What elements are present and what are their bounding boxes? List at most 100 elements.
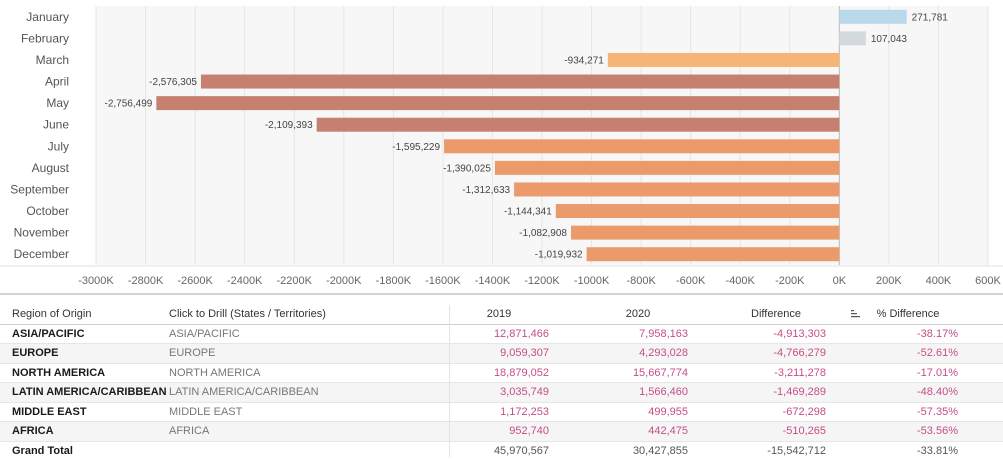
header-difference[interactable]: Difference [726, 305, 826, 324]
bar[interactable] [201, 75, 839, 89]
region-table: Region of Origin Click to Drill (States … [0, 305, 1003, 460]
bar[interactable] [495, 161, 839, 175]
y-category-label: May [46, 96, 69, 110]
total-label: Grand Total [12, 442, 73, 460]
bar[interactable] [587, 247, 840, 261]
row-2019: 12,871,466 [449, 325, 549, 344]
y-category-label: August [32, 161, 70, 175]
row-pct-difference: -38.17% [858, 325, 958, 344]
y-category-label: February [21, 31, 69, 45]
bar[interactable] [608, 53, 839, 67]
table-row[interactable]: NORTH AMERICA NORTH AMERICA 18,879,052 15,6… [0, 364, 1003, 384]
header-2019[interactable]: 2019 [449, 305, 549, 324]
y-category-label: November [14, 226, 69, 240]
y-category-label: April [45, 75, 69, 89]
row-region: EUROPE [12, 344, 58, 363]
row-2019: 1,172,253 [449, 403, 549, 422]
row-drill-link[interactable]: AFRICA [169, 422, 209, 441]
x-tick-label: 200K [876, 275, 902, 287]
bar[interactable] [317, 118, 840, 132]
bar-data-label: -1,144,341 [504, 207, 552, 218]
x-tick-label: -1800K [376, 275, 412, 287]
y-category-label: March [36, 53, 69, 67]
x-tick-label: -3000K [78, 275, 114, 287]
header-drill[interactable]: Click to Drill (States / Territories) [169, 305, 326, 324]
row-pct-difference: -53.56% [858, 422, 958, 441]
x-tick-label: 400K [926, 275, 952, 287]
header-2020[interactable]: 2020 [588, 305, 688, 324]
bar-data-label: -934,271 [564, 55, 604, 66]
y-category-label: June [43, 118, 69, 132]
row-difference: -4,766,279 [726, 344, 826, 363]
total-2020: 30,427,855 [588, 442, 688, 460]
chart-svg: -3000K -2800K -2600K -2400K -2200K -2000K -180… [0, 0, 1003, 292]
column-divider [449, 305, 450, 457]
row-2020: 15,667,774 [588, 364, 688, 383]
row-drill-link[interactable]: MIDDLE EAST [169, 403, 242, 422]
row-2019: 9,059,307 [449, 344, 549, 363]
row-2019: 18,879,052 [449, 364, 549, 383]
table-header-row: Region of Origin Click to Drill (States … [0, 305, 1003, 325]
bar-data-label: -2,109,393 [265, 120, 313, 131]
total-difference: -15,542,712 [726, 442, 826, 460]
table-row[interactable]: AFRICA AFRICA 952,740 442,475 -510,265 -53.56… [0, 422, 1003, 442]
x-tick-label: -2600K [177, 275, 213, 287]
row-2019: 3,035,749 [449, 383, 549, 402]
bar-data-label: 107,043 [871, 34, 908, 45]
x-tick-label: -600K [676, 275, 706, 287]
monthly-difference-bar-chart: -3000K -2800K -2600K -2400K -2200K -2000K -180… [0, 0, 1003, 292]
bar[interactable] [514, 182, 839, 196]
row-drill-link[interactable]: ASIA/PACIFIC [169, 325, 240, 344]
row-region: LATIN AMERICA/CARIBBEAN [12, 383, 167, 402]
row-drill-link[interactable]: LATIN AMERICA/CARIBBEAN [169, 383, 319, 402]
total-pct-difference: -33.81% [858, 442, 958, 460]
x-tick-label: -1600K [425, 275, 461, 287]
header-region[interactable]: Region of Origin [12, 305, 92, 324]
row-2020: 7,958,163 [588, 325, 688, 344]
x-tick-label: -800K [626, 275, 656, 287]
table-row[interactable]: MIDDLE EAST MIDDLE EAST 1,172,253 499,955 -6… [0, 403, 1003, 423]
header-pct-difference[interactable]: % Difference [858, 305, 958, 324]
row-pct-difference: -17.01% [858, 364, 958, 383]
row-pct-difference: -52.61% [858, 344, 958, 363]
x-tick-label: 0K [833, 275, 847, 287]
bar[interactable] [156, 96, 839, 110]
row-region: MIDDLE EAST [12, 403, 87, 422]
row-region: AFRICA [12, 422, 54, 441]
bar[interactable] [839, 10, 906, 24]
row-2020: 442,475 [588, 422, 688, 441]
y-category-label: September [10, 182, 69, 196]
bar-data-label: 271,781 [912, 12, 949, 23]
row-difference: -672,298 [726, 403, 826, 422]
row-2020: 499,955 [588, 403, 688, 422]
row-drill-link[interactable]: NORTH AMERICA [169, 364, 260, 383]
x-tick-label: -2200K [276, 275, 312, 287]
row-difference: -4,913,303 [726, 325, 826, 344]
x-tick-label: -2000K [326, 275, 362, 287]
bar[interactable] [556, 204, 840, 218]
y-category-label: July [48, 139, 69, 153]
x-tick-label: -2800K [128, 275, 164, 287]
section-divider [0, 293, 1003, 295]
row-2019: 952,740 [449, 422, 549, 441]
row-difference: -510,265 [726, 422, 826, 441]
bar[interactable] [571, 226, 839, 240]
x-tick-label: -1400K [475, 275, 511, 287]
x-tick-label: -400K [726, 275, 756, 287]
bar[interactable] [444, 139, 839, 153]
row-drill-link[interactable]: EUROPE [169, 344, 215, 363]
row-pct-difference: -48.40% [858, 383, 958, 402]
x-tick-label: 600K [975, 275, 1001, 287]
x-tick-label: -1000K [574, 275, 610, 287]
x-tick-label: -2400K [227, 275, 263, 287]
bar-data-label: -2,576,305 [149, 77, 197, 88]
row-pct-difference: -57.35% [858, 403, 958, 422]
row-region: NORTH AMERICA [12, 364, 105, 383]
row-difference: -1,469,289 [726, 383, 826, 402]
bar-data-label: -1,312,633 [462, 185, 510, 196]
bar[interactable] [839, 31, 866, 45]
